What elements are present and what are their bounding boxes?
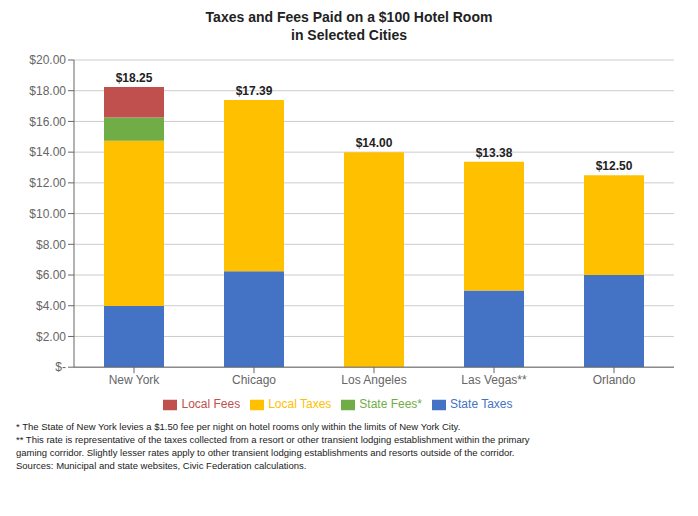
svg-text:Los Angeles: Los Angeles	[341, 373, 406, 387]
html-text:Local Taxes: Local Taxes	[268, 397, 332, 412]
html-text:Sources: Municipal and state w: Sources: Municipal and state websites, C…	[16, 460, 307, 471]
svg-text:$14.00: $14.00	[29, 145, 66, 159]
html-text:* The State of New York levies: * The State of New York levies a $1.50 f…	[16, 421, 461, 432]
html-text:State Taxes: State Taxes	[450, 397, 513, 412]
html-text:** This rate is representative: ** This rate is representative of the ta…	[16, 434, 530, 445]
html-text:Taxes and Fees Paid on a $100: Taxes and Fees Paid on a $100 Hotel Room	[205, 9, 493, 25]
svg-text:$8.00: $8.00	[36, 238, 66, 252]
svg-text:$12.50: $12.50	[596, 159, 633, 173]
svg-text:$12.00: $12.00	[29, 176, 66, 190]
svg-text:$20.00: $20.00	[29, 53, 66, 67]
svg-text:$18.00: $18.00	[29, 84, 66, 98]
html-text:in Selected Cities: in Selected Cities	[291, 27, 407, 43]
html-text:Local Fees: Local Fees	[181, 397, 241, 412]
svg-text:Chicago: Chicago	[232, 373, 276, 387]
html-text:State Fees*: State Fees*	[359, 397, 422, 412]
svg-text:$14.00: $14.00	[356, 136, 393, 150]
svg-text:New York: New York	[109, 373, 161, 387]
svg-text:$2.00: $2.00	[36, 330, 66, 344]
svg-text:$10.00: $10.00	[29, 207, 66, 221]
svg-text:$17.39: $17.39	[236, 84, 273, 98]
svg-text:$18.25: $18.25	[116, 71, 153, 85]
svg-text:$16.00: $16.00	[29, 115, 66, 129]
svg-text:$4.00: $4.00	[36, 299, 66, 313]
svg-text:$-: $-	[55, 360, 66, 374]
svg-text:$6.00: $6.00	[36, 268, 66, 282]
svg-text:Orlando: Orlando	[593, 373, 636, 387]
svg-text:Las Vegas**: Las Vegas**	[461, 373, 527, 387]
svg-text:$13.38: $13.38	[476, 146, 513, 160]
html-text:gaming corridor. Slightly less: gaming corridor. Slightly lesser rates a…	[16, 447, 515, 458]
